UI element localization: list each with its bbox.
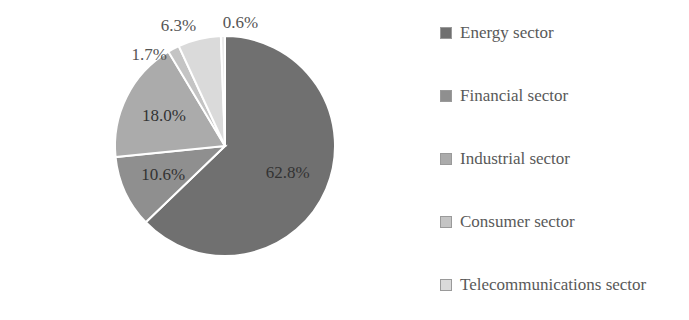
html-text:Telecommunications sector: Telecommunications sector	[460, 275, 647, 294]
svg-text:1.7%: 1.7%	[132, 45, 167, 64]
html-text:Energy sector: Energy sector	[460, 23, 554, 42]
html-text:Consumer sector: Consumer sector	[460, 212, 575, 231]
html-text:Financial sector: Financial sector	[460, 86, 569, 105]
html-text:Industrial sector: Industrial sector	[460, 149, 570, 168]
svg-text:62.8%: 62.8%	[266, 163, 310, 182]
svg-text:6.3%: 6.3%	[161, 16, 196, 35]
svg-text:0.6%: 0.6%	[223, 13, 258, 32]
svg-text:18.0%: 18.0%	[142, 106, 186, 125]
svg-text:10.6%: 10.6%	[141, 165, 185, 184]
